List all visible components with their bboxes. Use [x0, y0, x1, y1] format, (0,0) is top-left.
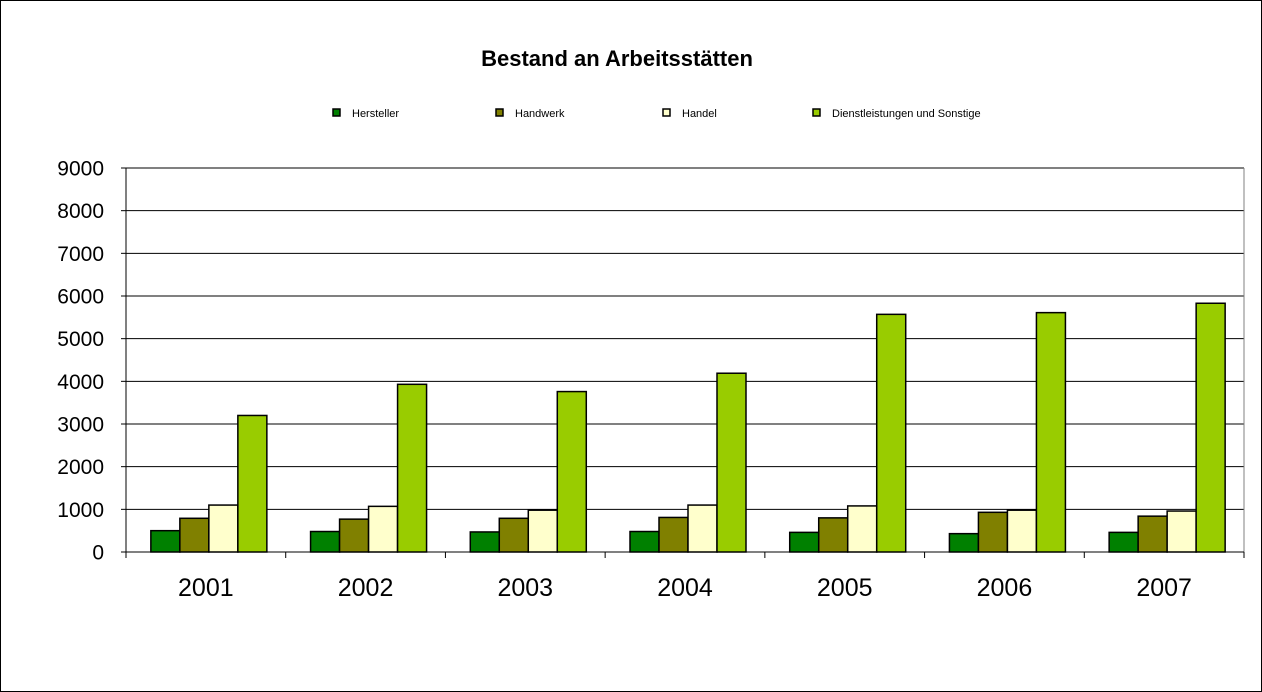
- bar-dienstleistungen-und-sonstige-2004: [716, 372, 747, 553]
- bar-handwerk-2007: [1137, 515, 1168, 553]
- bar-hersteller-2006: [948, 532, 980, 553]
- legend-label: Dienstleistungen und Sonstige: [832, 108, 981, 120]
- bar-dienstleistungen-und-sonstige-2003: [556, 390, 588, 553]
- bar-hersteller-2007: [1108, 531, 1139, 553]
- bar-handel-2005: [846, 505, 878, 553]
- bar-hersteller-2004: [629, 530, 660, 553]
- bar-handwerk-2004: [658, 516, 689, 553]
- bar-handwerk-2003: [498, 517, 530, 553]
- legend-label: Hersteller: [352, 108, 399, 120]
- bar-hersteller-2001: [150, 529, 181, 553]
- bar-hersteller-2002: [309, 530, 341, 553]
- bar-dienstleistungen-und-sonstige-2001: [237, 414, 268, 553]
- x-tick-label: 2004: [657, 574, 713, 602]
- y-tick-label: 5000: [57, 328, 104, 351]
- y-tick-label: 0: [92, 542, 104, 565]
- y-tick-label: 3000: [57, 414, 104, 437]
- chart-title: Bestand an Arbeitsstätten: [481, 46, 753, 71]
- bar-handwerk-2006: [977, 511, 1009, 553]
- legend-swatch-hersteller: [332, 108, 341, 117]
- legend-swatch-handel: [662, 108, 671, 117]
- y-tick-label: 1000: [57, 499, 104, 522]
- bar-dienstleistungen-und-sonstige-2006: [1035, 311, 1067, 553]
- bar-handel-2002: [367, 505, 399, 553]
- plot-area: 0 1000 2000 3000 4000 5000 6000 7000 8000 9000 200…: [57, 158, 1245, 602]
- bar-handwerk-2005: [817, 517, 849, 553]
- bar-dienstleistungen-und-sonstige-2005: [875, 313, 907, 553]
- y-tick-label: 2000: [57, 456, 104, 479]
- x-tick-label: 2002: [338, 574, 394, 602]
- bar-handel-2004: [687, 504, 718, 553]
- legend-swatch-dienstleistungen-und-sonstige: [812, 108, 821, 117]
- legend-label: Handwerk: [515, 108, 565, 120]
- bar-handwerk-2001: [179, 517, 210, 553]
- bar-handwerk-2002: [338, 518, 370, 553]
- y-tick-label: 8000: [57, 200, 104, 223]
- bar-handel-2007: [1166, 510, 1197, 553]
- bar-hersteller-2003: [469, 531, 501, 553]
- legend-label: Handel: [682, 108, 717, 120]
- y-tick-label: 6000: [57, 286, 104, 309]
- y-tick-label: 9000: [57, 158, 104, 181]
- legend-swatch-handwerk: [495, 108, 504, 117]
- legend: Hersteller Handwerk Handel Dienstleistungen…: [332, 108, 981, 120]
- y-tick-label: 4000: [57, 371, 104, 394]
- x-tick-label: 2006: [977, 574, 1033, 602]
- bar-dienstleistungen-und-sonstige-2007: [1195, 302, 1226, 553]
- bar-handel-2001: [208, 504, 239, 553]
- bar-handel-2006: [1006, 509, 1038, 553]
- x-tick-label: 2005: [817, 574, 873, 602]
- bar-hersteller-2005: [788, 531, 820, 553]
- x-tick-label: 2007: [1136, 574, 1192, 602]
- bar-dienstleistungen-und-sonstige-2002: [396, 383, 428, 553]
- x-tick-label: 2001: [178, 574, 234, 602]
- y-tick-label: 7000: [57, 243, 104, 266]
- x-tick-label: 2003: [497, 574, 553, 602]
- bar-handel-2003: [527, 509, 559, 553]
